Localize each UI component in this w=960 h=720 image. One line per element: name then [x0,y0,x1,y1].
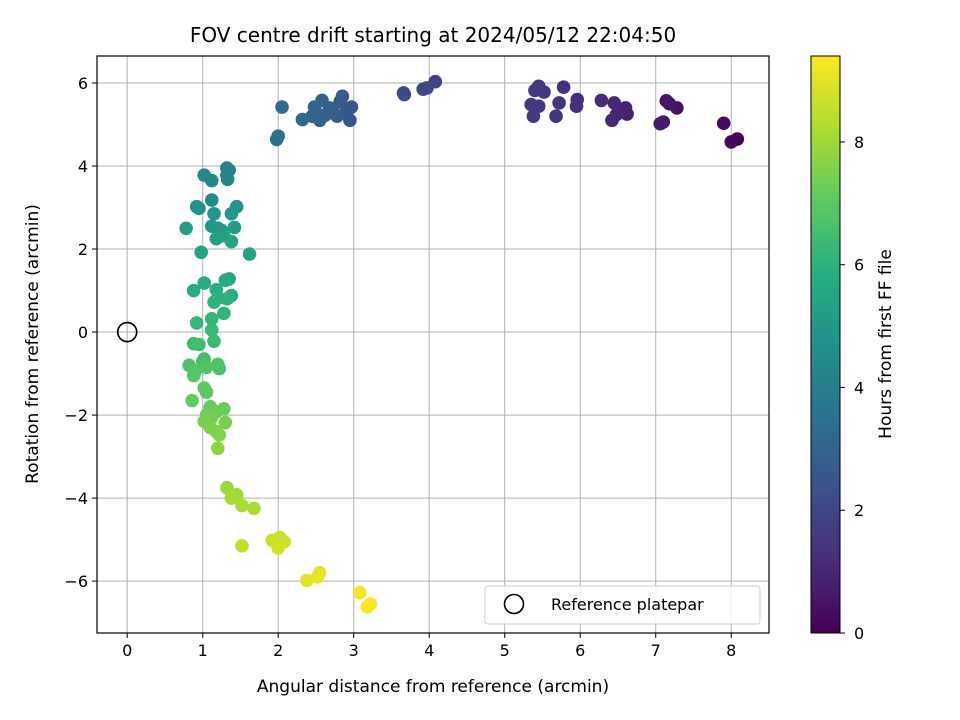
colorbar-label: Hours from first FF file [876,249,896,439]
data-point [269,132,284,147]
data-point [220,292,234,306]
data-point [549,109,563,123]
colorbar-tick-label: 8 [854,133,864,152]
y-axis-ticks: −6 −4 −2 0 2 4 6 [64,74,97,591]
data-point [310,570,325,584]
x-axis-ticks: 0 1 2 3 4 5 6 7 8 [122,633,736,660]
x-tick-label: 2 [273,641,283,660]
data-point [724,135,739,149]
x-tick-label: 5 [500,641,510,660]
data-point [185,393,199,408]
data-point [207,334,221,348]
data-point [204,193,219,207]
data-point [224,206,239,221]
colorbar-tick-label: 6 [854,256,864,275]
data-point [220,480,234,495]
data-point [271,541,286,555]
data-point [242,247,257,261]
data-point [207,295,221,309]
data-point [224,491,239,505]
data-point [179,221,193,236]
data-point [524,97,538,112]
x-tick-label: 4 [424,641,434,660]
data-point [396,86,411,100]
x-tick-label: 7 [651,641,661,660]
data-point [247,501,261,516]
data-point [209,231,224,246]
data-point [235,498,249,513]
data-point [197,276,212,290]
data-point [594,93,609,108]
legend-entry-reference: Reference platepar [551,595,704,614]
y-tick-label: −2 [64,406,88,425]
y-axis-label: Rotation from reference (arcmin) [23,204,43,484]
data-point [194,245,208,260]
y-tick-label: −4 [64,489,88,508]
x-tick-label: 6 [575,641,585,660]
reference-platepar-marker [116,321,138,343]
data-point [275,100,289,114]
legend-marker [503,593,525,615]
data-point [416,82,430,97]
data-point [653,116,668,131]
data-point [295,112,310,127]
data-point [192,201,206,216]
data-points [179,74,745,614]
data-point [204,323,219,337]
data-point [659,94,674,108]
plot-frame [96,55,770,634]
data-point [605,113,619,128]
colorbar-tick-label: 0 [854,624,864,643]
x-tick-label: 0 [122,641,132,660]
legend-box [484,585,761,625]
data-point [352,585,367,600]
x-axis-label: Angular distance from reference (arcmin) [257,677,609,697]
y-tick-label: −6 [64,572,88,591]
y-tick-label: 4 [78,157,88,176]
x-tick-label: 8 [726,641,736,660]
data-point [224,234,239,249]
colorbar-tick-label: 2 [854,501,864,520]
data-point [607,96,622,110]
data-point [528,83,542,98]
data-point [552,96,566,110]
data-point [199,385,214,400]
data-point [218,273,233,287]
data-point [199,360,214,375]
y-tick-label: 6 [78,74,88,93]
data-point [189,316,204,330]
colorbar-ticks: 0 2 4 6 8 [840,133,864,643]
data-point [212,361,227,376]
data-point [207,206,221,221]
x-tick-label: 3 [349,641,359,660]
data-point [192,337,206,352]
data-point [300,573,314,588]
colorbar [810,55,841,634]
data-point [569,99,584,114]
data-point [204,311,219,326]
data-point [227,220,242,235]
data-point [186,368,201,383]
data-point [235,539,249,553]
data-point [218,415,233,430]
data-point [212,428,227,442]
data-point [220,172,235,187]
legend: Reference platepar [484,585,761,625]
data-point [716,116,731,131]
data-point [360,600,375,614]
colorbar-tick-label: 4 [854,378,864,397]
data-point [186,283,201,298]
data-point [211,441,225,456]
data-point [204,173,219,188]
chart-title: FOV centre drift starting at 2024/05/12 … [190,23,676,47]
y-tick-label: 0 [78,323,88,342]
y-tick-label: 2 [78,240,88,259]
data-point [526,109,541,123]
x-tick-label: 1 [198,641,208,660]
data-point [217,306,231,321]
data-point [556,80,571,94]
